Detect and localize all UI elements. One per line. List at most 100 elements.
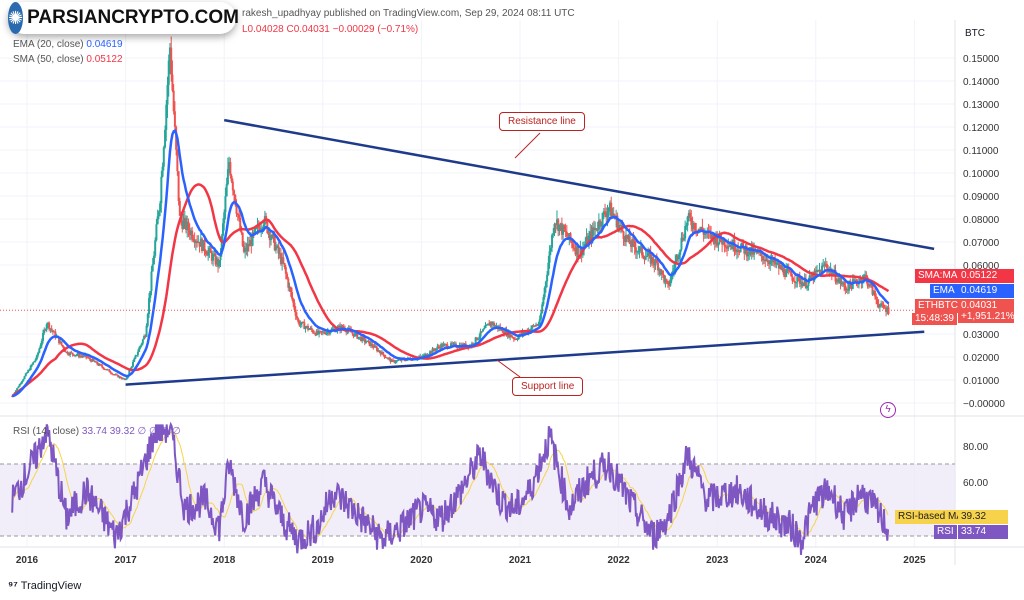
rsi-ma-tag-value: 39.32 [958, 510, 1008, 524]
candle-body [514, 338, 517, 340]
ema-legend[interactable]: EMA (20, close) 0.04619 [13, 39, 123, 50]
candle-body [839, 277, 842, 284]
candle-body [101, 365, 104, 368]
candle-body [538, 319, 541, 324]
y-tick-label: 0.09000 [963, 192, 1000, 203]
resistance-pointer [514, 132, 541, 159]
x-tick-label: 2020 [410, 555, 433, 566]
candle-body [744, 246, 747, 254]
candle-body [728, 245, 731, 247]
candle-body [345, 330, 348, 333]
candle-body [250, 240, 253, 246]
tradingview-footer[interactable]: ⁹⁷ TradingView [8, 580, 81, 592]
candle-body [267, 231, 270, 233]
candle-body [246, 243, 249, 251]
sma-legend[interactable]: SMA (50, close) 0.05122 [13, 54, 123, 65]
candle-body [177, 171, 180, 201]
candle-body [871, 285, 874, 295]
candle-body [144, 336, 147, 338]
candle-body [149, 291, 152, 299]
candle-body [168, 47, 171, 61]
candle-body [159, 203, 162, 212]
candle-body [178, 200, 181, 216]
candle-body [761, 256, 764, 261]
candle-body [166, 84, 169, 105]
candle-body [729, 245, 732, 247]
candle-body [117, 375, 120, 378]
candle-body [523, 332, 526, 334]
candle-body [654, 259, 657, 266]
resistance-annotation[interactable]: Resistance line [499, 112, 585, 131]
candle-body [319, 330, 322, 332]
candle-body [77, 353, 80, 357]
candle-body [547, 262, 550, 275]
publisher-note: rakesh_upadhyay published on TradingView… [242, 8, 575, 19]
candle-body [440, 344, 443, 349]
candle-body [76, 353, 79, 355]
candle-body [111, 373, 114, 375]
candle-body [40, 340, 43, 346]
candle-body [622, 231, 625, 239]
candle-body [880, 303, 883, 307]
x-tick-label: 2022 [607, 555, 630, 566]
candle-body [482, 329, 485, 332]
candle-body [600, 225, 603, 227]
candle-body [686, 216, 689, 226]
candle-body [314, 333, 317, 336]
candle-body [533, 325, 536, 327]
candle-body [557, 219, 560, 231]
candle-body [419, 355, 422, 358]
candle-body [850, 284, 853, 289]
candle-body [320, 330, 323, 332]
candle-body [118, 376, 121, 378]
candle-body [546, 274, 549, 282]
candle-body [364, 342, 367, 344]
bar-countdown: 15:48:39 [912, 313, 957, 325]
candle-body [628, 235, 631, 244]
candle-body [655, 259, 658, 263]
candle-body [670, 273, 673, 281]
candle-body [161, 166, 164, 177]
candle-body [34, 359, 37, 362]
candle-body [271, 234, 274, 239]
candle-body [807, 279, 810, 287]
candle-body [610, 202, 613, 218]
candle-body [234, 194, 237, 206]
candle-body [624, 234, 627, 242]
candle-body [608, 202, 611, 208]
candle-body [780, 265, 783, 270]
candle-body [661, 270, 664, 275]
candle-body [684, 226, 687, 239]
candle-body [255, 227, 258, 229]
candle-body [800, 281, 803, 284]
lightning-icon[interactable]: ϟ [880, 402, 896, 418]
support-annotation[interactable]: Support line [512, 377, 584, 396]
candle-body [841, 282, 844, 284]
candle-body [373, 345, 376, 348]
rsi-legend[interactable]: RSI (14, close) 33.74 39.32 ∅ ∅ ∅ ∅ [13, 426, 181, 437]
candle-body [181, 220, 184, 229]
candle-body [64, 349, 67, 353]
candle-body [371, 343, 374, 347]
candle-body [81, 356, 84, 358]
candle-body [722, 239, 725, 245]
support-pointer [496, 359, 521, 378]
candle-body [597, 220, 600, 230]
candle-body [818, 269, 821, 271]
candle-body [372, 346, 375, 348]
candle-body [46, 322, 49, 325]
candle-body [657, 262, 660, 271]
candle-body [694, 223, 697, 231]
candle-body [812, 274, 815, 281]
candle-body [272, 234, 275, 236]
candle-body [327, 331, 330, 334]
candle-body [680, 237, 683, 250]
candle-body [162, 147, 165, 167]
candle-body [325, 332, 328, 335]
candle-body [786, 269, 789, 271]
candle-body [165, 104, 168, 130]
candle-body [367, 340, 370, 342]
candle-body [337, 325, 340, 328]
candle-body [853, 279, 856, 281]
